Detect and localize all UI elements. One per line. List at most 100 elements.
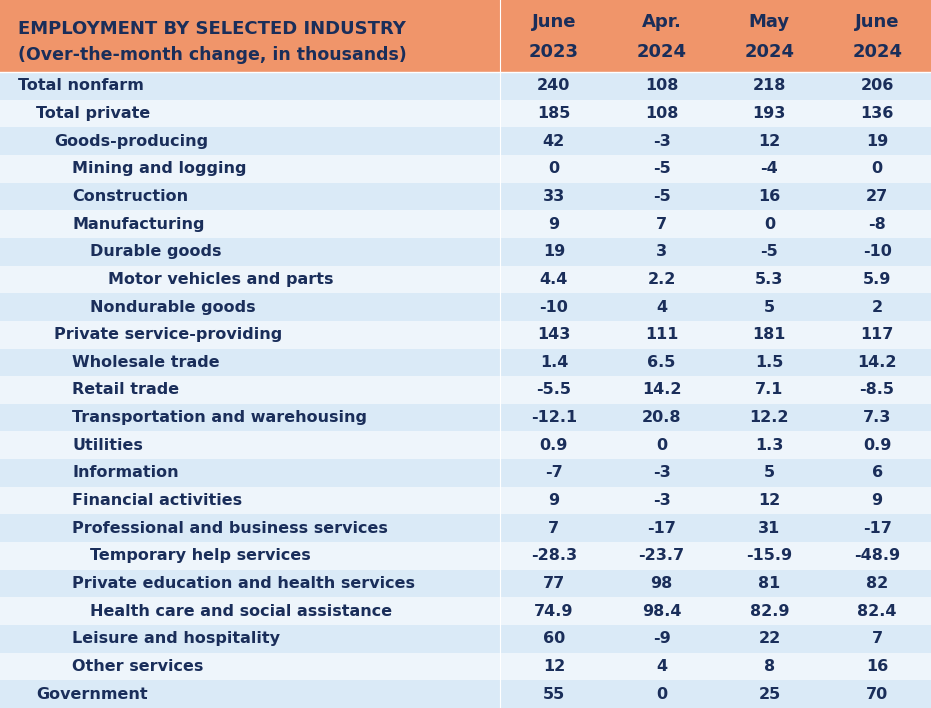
Text: 19: 19 — [866, 134, 888, 149]
Text: 9: 9 — [548, 493, 560, 508]
Text: 117: 117 — [860, 327, 894, 342]
Text: 0: 0 — [656, 687, 668, 702]
Text: 16: 16 — [866, 659, 888, 674]
Text: 111: 111 — [645, 327, 679, 342]
Text: 7: 7 — [548, 521, 560, 536]
Text: 16: 16 — [758, 189, 780, 204]
Text: 0: 0 — [763, 217, 775, 232]
Text: 98.4: 98.4 — [641, 604, 681, 619]
Text: 19: 19 — [543, 244, 565, 259]
Text: 12: 12 — [758, 134, 780, 149]
FancyBboxPatch shape — [0, 183, 931, 210]
Text: 6: 6 — [871, 465, 883, 481]
Text: Temporary help services: Temporary help services — [90, 549, 311, 564]
Text: -9: -9 — [653, 632, 670, 646]
FancyBboxPatch shape — [0, 459, 931, 487]
Text: 25: 25 — [758, 687, 780, 702]
Text: 33: 33 — [543, 189, 565, 204]
Text: 0.9: 0.9 — [540, 438, 568, 453]
Text: 31: 31 — [758, 521, 780, 536]
Text: June: June — [532, 13, 576, 31]
Text: Other services: Other services — [72, 659, 203, 674]
FancyBboxPatch shape — [0, 238, 931, 266]
Text: 108: 108 — [645, 106, 679, 121]
Text: 12: 12 — [543, 659, 565, 674]
FancyBboxPatch shape — [0, 210, 931, 238]
FancyBboxPatch shape — [0, 127, 931, 155]
FancyBboxPatch shape — [0, 321, 931, 348]
Text: 7.3: 7.3 — [863, 410, 891, 425]
Text: 2: 2 — [871, 299, 883, 314]
Text: -10: -10 — [863, 244, 892, 259]
Text: 185: 185 — [537, 106, 571, 121]
Text: 82.9: 82.9 — [749, 604, 789, 619]
Text: Goods-producing: Goods-producing — [54, 134, 209, 149]
Text: 12: 12 — [758, 493, 780, 508]
Text: 4: 4 — [656, 299, 668, 314]
Text: -5: -5 — [653, 189, 670, 204]
Text: -23.7: -23.7 — [639, 549, 684, 564]
Text: 60: 60 — [543, 632, 565, 646]
Text: Mining and logging: Mining and logging — [72, 161, 247, 176]
FancyBboxPatch shape — [0, 653, 931, 680]
Text: (Over-the-month change, in thousands): (Over-the-month change, in thousands) — [18, 46, 407, 64]
Text: 82: 82 — [866, 576, 888, 591]
Text: 7: 7 — [656, 217, 668, 232]
Text: 181: 181 — [752, 327, 786, 342]
Text: 27: 27 — [866, 189, 888, 204]
Text: 143: 143 — [537, 327, 571, 342]
Text: 5.3: 5.3 — [755, 272, 784, 287]
Text: 4: 4 — [656, 659, 668, 674]
Text: 2.2: 2.2 — [647, 272, 676, 287]
Text: May: May — [749, 13, 789, 31]
Text: -3: -3 — [653, 465, 670, 481]
Text: 218: 218 — [752, 79, 786, 93]
FancyBboxPatch shape — [0, 542, 931, 570]
Text: Leisure and hospitality: Leisure and hospitality — [72, 632, 280, 646]
Text: Information: Information — [72, 465, 179, 481]
Text: -48.9: -48.9 — [854, 549, 900, 564]
Text: 0: 0 — [656, 438, 668, 453]
Text: 206: 206 — [860, 79, 894, 93]
Text: -12.1: -12.1 — [531, 410, 577, 425]
Text: June: June — [855, 13, 899, 31]
Text: Private education and health services: Private education and health services — [72, 576, 415, 591]
FancyBboxPatch shape — [0, 100, 931, 127]
FancyBboxPatch shape — [0, 570, 931, 598]
Text: -8.5: -8.5 — [859, 382, 895, 397]
Text: -5: -5 — [653, 161, 670, 176]
Text: Total private: Total private — [36, 106, 150, 121]
Text: 81: 81 — [758, 576, 780, 591]
Text: 22: 22 — [758, 632, 780, 646]
Text: 6.5: 6.5 — [647, 355, 676, 370]
Text: Motor vehicles and parts: Motor vehicles and parts — [108, 272, 333, 287]
Text: 14.2: 14.2 — [857, 355, 897, 370]
Text: Financial activities: Financial activities — [72, 493, 242, 508]
Text: 0: 0 — [548, 161, 560, 176]
FancyBboxPatch shape — [0, 680, 931, 708]
Text: -5: -5 — [761, 244, 778, 259]
Text: 2023: 2023 — [529, 43, 579, 61]
FancyBboxPatch shape — [0, 72, 931, 100]
Text: -10: -10 — [539, 299, 568, 314]
Text: 5.9: 5.9 — [863, 272, 891, 287]
Text: Apr.: Apr. — [641, 13, 681, 31]
Text: 2024: 2024 — [637, 43, 687, 61]
Text: Transportation and warehousing: Transportation and warehousing — [72, 410, 367, 425]
FancyBboxPatch shape — [0, 0, 931, 72]
Text: -7: -7 — [545, 465, 562, 481]
Text: Government: Government — [36, 687, 148, 702]
FancyBboxPatch shape — [0, 625, 931, 653]
Text: 20.8: 20.8 — [641, 410, 681, 425]
Text: Construction: Construction — [72, 189, 188, 204]
Text: Total nonfarm: Total nonfarm — [18, 79, 144, 93]
Text: -4: -4 — [761, 161, 778, 176]
Text: Utilities: Utilities — [72, 438, 142, 453]
Text: Wholesale trade: Wholesale trade — [72, 355, 220, 370]
Text: Health care and social assistance: Health care and social assistance — [90, 604, 392, 619]
Text: 77: 77 — [543, 576, 565, 591]
Text: 108: 108 — [645, 79, 679, 93]
Text: 193: 193 — [752, 106, 786, 121]
Text: 2024: 2024 — [852, 43, 902, 61]
Text: 14.2: 14.2 — [641, 382, 681, 397]
